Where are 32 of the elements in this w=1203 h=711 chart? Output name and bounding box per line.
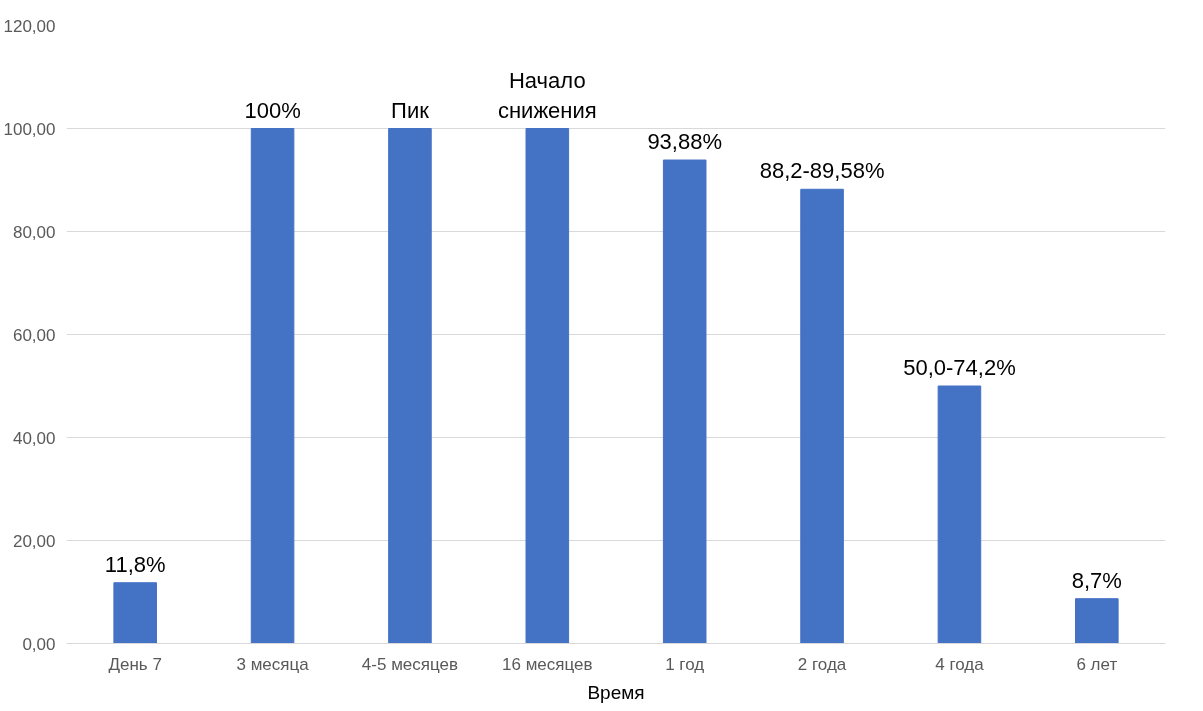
y-tick-label: 120,00 <box>3 16 56 36</box>
bar <box>800 188 844 644</box>
bar <box>1075 598 1119 644</box>
bar <box>250 128 295 644</box>
y-tick-label: 40,00 <box>12 428 56 448</box>
x-tick-label: 1 год <box>665 654 705 674</box>
y-tick-label: 80,00 <box>12 222 56 242</box>
data-label: 88,2-89,58% <box>759 158 885 184</box>
x-tick-label: 16 месяцев <box>502 654 593 674</box>
data-label: 50,0-74,2% <box>903 355 1016 380</box>
data-label: 93,88% <box>647 129 722 155</box>
y-tick-label: 100,00 <box>3 119 56 139</box>
y-tick-label: 20,00 <box>12 531 56 551</box>
data-label: Начало снижения <box>497 67 597 123</box>
bar <box>113 582 157 644</box>
data-label: Пик <box>391 97 430 123</box>
x-tick-label: 3 месяца <box>236 654 310 674</box>
data-label: 11,8% <box>104 551 166 577</box>
x-tick-label: 2 года <box>797 654 847 674</box>
data-label: 100% <box>244 97 301 123</box>
data-label: 8,7% <box>1071 567 1122 593</box>
y-tick-label: 60,00 <box>12 325 56 345</box>
y-tick-label: 0,00 <box>22 634 56 654</box>
x-axis-title: Время <box>587 681 645 703</box>
bar <box>662 159 707 644</box>
x-tick-label: 4 года <box>935 654 985 674</box>
x-tick-label: День 7 <box>108 654 162 674</box>
bar <box>937 385 982 644</box>
x-tick-label: 4-5 месяцев <box>361 654 459 674</box>
x-tick-label: 6 лет <box>1076 654 1118 674</box>
bar <box>525 128 570 644</box>
bar <box>388 128 432 644</box>
